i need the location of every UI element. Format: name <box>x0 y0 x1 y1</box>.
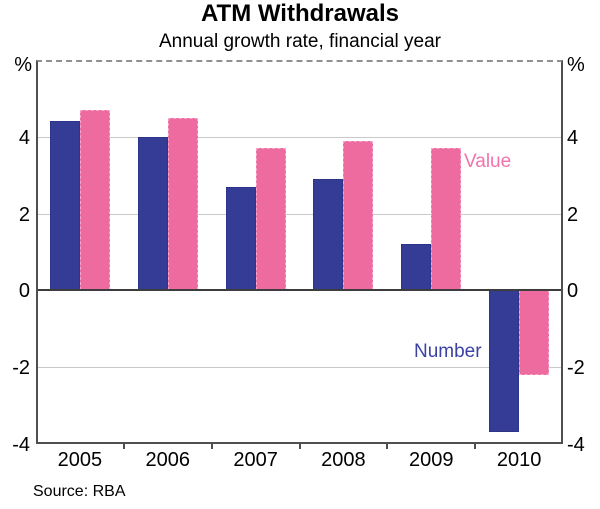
bar-value-2005 <box>79 109 110 291</box>
y-axis-tick-left-2: 2 <box>18 203 30 226</box>
series-label-number: Number <box>414 341 482 362</box>
y-axis-tick-left--4: -4 <box>12 434 30 456</box>
x-axis-label-2006: 2006 <box>145 449 191 471</box>
y-axis-tick-left-0: 0 <box>18 280 30 303</box>
x-axis-tick <box>122 443 125 449</box>
y-axis-tick-right-0: 0 <box>567 280 579 303</box>
series-label-value: Value <box>464 151 512 172</box>
x-axis-label-2009: 2009 <box>409 449 454 471</box>
y-axis-tick-right--4: -4 <box>567 434 585 456</box>
zero-axis-line <box>38 289 561 292</box>
x-axis-label-2008: 2008 <box>321 449 366 471</box>
x-axis-tick <box>474 443 477 449</box>
y-axis-tick-right-4: 4 <box>567 126 579 149</box>
chart-title: ATM Withdrawals <box>200 0 399 27</box>
plot-area <box>36 60 563 444</box>
bar-number-2008 <box>313 179 344 291</box>
bar-number-2006 <box>137 136 168 291</box>
bar-number-2010 <box>489 290 520 433</box>
bar-value-2007 <box>255 148 286 291</box>
y-axis-tick-right-2: 2 <box>567 203 579 226</box>
bar-value-2010 <box>519 290 550 375</box>
y-axis-tick-left--2: -2 <box>12 357 30 380</box>
x-axis-tick <box>386 443 389 449</box>
gridline--2 <box>38 367 561 369</box>
y-axis-tick-left-4: 4 <box>18 126 30 149</box>
chart-subtitle: Annual growth rate, financial year <box>159 31 441 52</box>
x-axis-tick <box>210 443 213 449</box>
gridline-4 <box>38 136 561 138</box>
x-axis-label-2005: 2005 <box>57 449 103 471</box>
bar-number-2005 <box>49 121 80 291</box>
y-axis-unit-left: % <box>14 54 32 76</box>
bar-number-2009 <box>401 244 432 291</box>
bar-number-2007 <box>225 186 256 291</box>
source-note: Source: RBA <box>33 483 126 500</box>
x-axis-label-2010: 2010 <box>496 449 542 471</box>
bar-value-2006 <box>167 117 198 291</box>
y-axis-tick-right--2: -2 <box>567 357 585 380</box>
bar-value-2009 <box>431 148 462 291</box>
x-axis-tick <box>298 443 301 449</box>
bar-value-2008 <box>343 140 374 291</box>
gridline-2 <box>38 213 561 215</box>
y-axis-unit-right: % <box>567 54 585 76</box>
x-axis-label-2007: 2007 <box>233 449 278 471</box>
